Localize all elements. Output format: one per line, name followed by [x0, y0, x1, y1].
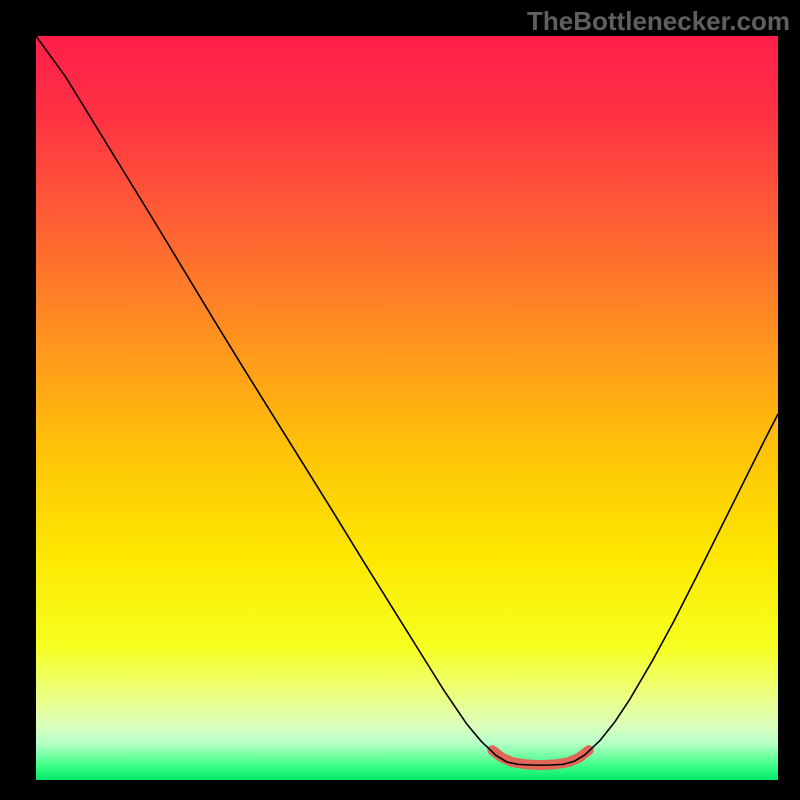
gradient-background: [36, 36, 778, 780]
chart-container: TheBottlenecker.com: [0, 0, 800, 800]
chart-svg: [36, 36, 778, 780]
plot-area: [36, 36, 778, 780]
watermark-text: TheBottlenecker.com: [527, 6, 790, 37]
